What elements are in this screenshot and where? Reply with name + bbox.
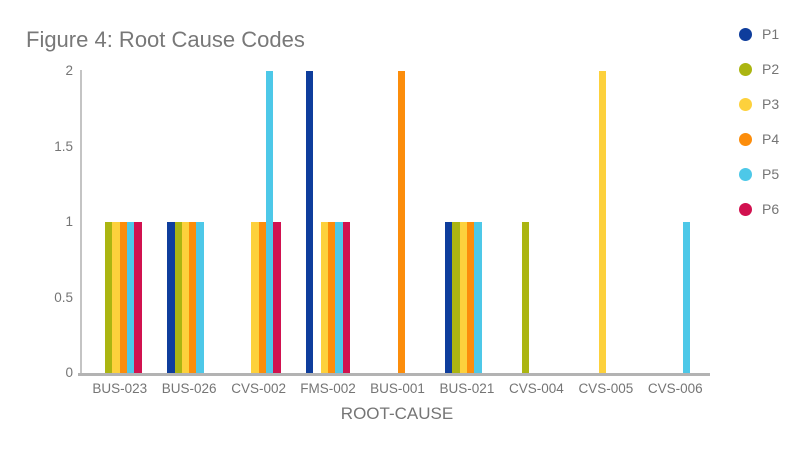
legend-item-P1[interactable]: P1	[739, 26, 780, 42]
y-tick-label: 1	[65, 214, 73, 229]
bar-P2-BUS-026[interactable]	[174, 222, 182, 373]
x-tick-label: BUS-021	[439, 381, 495, 396]
legend-label: P5	[762, 166, 780, 182]
legend-marker-P2	[739, 63, 752, 76]
bar-P3-BUS-021[interactable]	[459, 222, 467, 373]
bar-P5-CVS-002[interactable]	[265, 71, 274, 373]
bar-P4-BUS-023[interactable]	[119, 222, 128, 373]
y-tick-label: 2	[65, 63, 73, 78]
legend: P1 P2 P3 P4 P5 P6	[739, 26, 780, 217]
bar-P1-BUS-021[interactable]	[445, 222, 453, 373]
legend-label: P3	[762, 96, 780, 112]
x-tick-label: BUS-023	[92, 381, 148, 396]
bar-P4-CVS-002[interactable]	[258, 222, 266, 373]
legend-item-P3[interactable]: P3	[739, 96, 780, 112]
chart-title: Figure 4: Root Cause Codes	[26, 27, 305, 52]
bar-P3-CVS-002[interactable]	[251, 222, 259, 373]
legend-label: P1	[762, 26, 780, 42]
legend-marker-P5	[739, 168, 752, 181]
bar-P5-FMS-002[interactable]	[335, 222, 343, 373]
bar-P3-BUS-023[interactable]	[112, 222, 120, 373]
y-tick-label: 0	[65, 365, 73, 380]
bar-P3-BUS-026[interactable]	[181, 222, 190, 373]
bar-P5-CVS-006[interactable]	[682, 222, 690, 373]
bar-P4-FMS-002[interactable]	[328, 222, 336, 373]
bar-P2-BUS-021[interactable]	[452, 222, 460, 373]
legend-item-P2[interactable]: P2	[739, 61, 780, 77]
bar-P1-FMS-002[interactable]	[306, 71, 314, 373]
x-tick-label: CVS-005	[578, 381, 634, 396]
bar-P5-BUS-021[interactable]	[474, 222, 482, 373]
x-tick-label: BUS-001	[370, 381, 425, 396]
x-axis-title: ROOT-CAUSE	[340, 404, 454, 423]
x-axis-line	[78, 373, 710, 376]
bar-P6-FMS-002[interactable]	[342, 222, 350, 373]
legend-label: P4	[762, 131, 780, 147]
x-tick-label: BUS-026	[161, 381, 217, 396]
x-tick-label: CVS-004	[508, 381, 564, 396]
x-tick-label: CVS-002	[231, 381, 286, 396]
y-tick-label: 1.5	[54, 138, 73, 154]
legend-marker-P4	[739, 133, 752, 146]
legend-item-P6[interactable]: P6	[739, 201, 780, 217]
bar-P2-CVS-004[interactable]	[521, 222, 530, 373]
bar-P3-CVS-005[interactable]	[598, 71, 606, 373]
legend-label: P2	[762, 61, 780, 77]
legend-item-P4[interactable]: P4	[739, 131, 780, 147]
bar-P6-BUS-023[interactable]	[134, 222, 142, 373]
bar-P5-BUS-023[interactable]	[127, 222, 135, 373]
legend-marker-P3	[739, 98, 752, 111]
x-tick-label: FMS-002	[300, 381, 356, 396]
bar-P4-BUS-001[interactable]	[397, 71, 405, 373]
bar-P2-BUS-023[interactable]	[105, 222, 113, 373]
bar-P4-BUS-021[interactable]	[466, 222, 475, 373]
legend-item-P5[interactable]: P5	[739, 166, 780, 182]
bar-P6-CVS-002[interactable]	[273, 222, 281, 373]
bar-P1-BUS-026[interactable]	[167, 222, 175, 373]
bar-P4-BUS-026[interactable]	[189, 222, 197, 373]
bar-P3-FMS-002[interactable]	[320, 222, 329, 373]
y-tick-label: 0.5	[54, 289, 73, 305]
bar-P5-BUS-026[interactable]	[196, 222, 204, 373]
y-axis-line	[80, 70, 82, 373]
legend-marker-P6	[739, 203, 752, 216]
legend-marker-P1	[739, 28, 752, 41]
x-tick-label: CVS-006	[647, 381, 703, 396]
legend-label: P6	[762, 201, 780, 217]
